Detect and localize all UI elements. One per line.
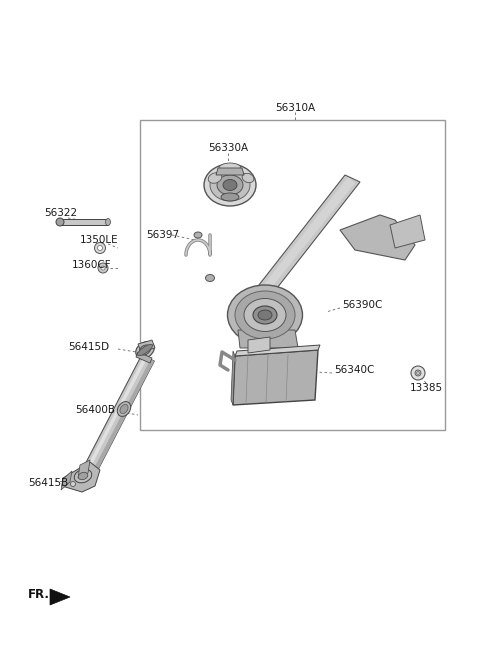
Polygon shape — [390, 215, 425, 248]
Ellipse shape — [217, 175, 243, 195]
Text: 56415B: 56415B — [28, 478, 68, 488]
Ellipse shape — [219, 163, 241, 173]
Ellipse shape — [228, 285, 302, 345]
Text: 56330A: 56330A — [208, 143, 248, 153]
Polygon shape — [62, 462, 100, 492]
Polygon shape — [50, 589, 70, 605]
Ellipse shape — [210, 169, 250, 201]
Polygon shape — [260, 290, 300, 325]
Polygon shape — [255, 290, 285, 330]
Ellipse shape — [106, 219, 110, 225]
Polygon shape — [233, 350, 318, 405]
Text: 56415D: 56415D — [68, 342, 109, 352]
Text: 56340C: 56340C — [334, 365, 374, 375]
Ellipse shape — [117, 401, 131, 417]
Ellipse shape — [136, 342, 154, 359]
Ellipse shape — [253, 306, 277, 324]
Bar — [140, 120, 445, 430]
Polygon shape — [231, 351, 235, 405]
Text: 56400B: 56400B — [75, 405, 115, 415]
Ellipse shape — [204, 164, 256, 206]
Ellipse shape — [78, 472, 88, 480]
Ellipse shape — [411, 366, 425, 380]
Ellipse shape — [95, 242, 106, 254]
Ellipse shape — [208, 173, 222, 183]
Ellipse shape — [194, 232, 202, 238]
Polygon shape — [262, 177, 355, 292]
Ellipse shape — [97, 246, 103, 250]
Ellipse shape — [71, 482, 75, 486]
Polygon shape — [60, 219, 108, 225]
Ellipse shape — [417, 372, 419, 374]
Polygon shape — [138, 340, 155, 352]
Ellipse shape — [120, 405, 128, 413]
Polygon shape — [238, 330, 298, 348]
Ellipse shape — [235, 291, 295, 339]
Polygon shape — [136, 352, 152, 363]
Ellipse shape — [242, 173, 254, 183]
Text: 56322: 56322 — [44, 208, 77, 218]
Ellipse shape — [221, 193, 239, 201]
Ellipse shape — [101, 266, 105, 270]
Polygon shape — [248, 337, 270, 353]
Polygon shape — [93, 359, 154, 473]
Ellipse shape — [244, 298, 286, 332]
Ellipse shape — [98, 263, 108, 273]
Ellipse shape — [258, 310, 272, 320]
Ellipse shape — [56, 218, 64, 226]
Polygon shape — [61, 471, 72, 490]
Polygon shape — [84, 355, 154, 473]
Ellipse shape — [140, 345, 151, 355]
Polygon shape — [216, 168, 244, 175]
Ellipse shape — [415, 370, 421, 376]
Polygon shape — [235, 345, 320, 356]
Text: 56310A: 56310A — [275, 103, 315, 113]
Ellipse shape — [137, 344, 153, 355]
Text: 56390C: 56390C — [342, 300, 383, 310]
Ellipse shape — [205, 275, 215, 281]
Text: 13385: 13385 — [409, 383, 443, 393]
Polygon shape — [340, 215, 415, 260]
Text: FR.: FR. — [28, 589, 50, 602]
Polygon shape — [78, 460, 90, 478]
Ellipse shape — [74, 469, 92, 483]
Ellipse shape — [223, 179, 237, 191]
Text: 56397: 56397 — [146, 230, 180, 240]
Polygon shape — [255, 175, 360, 297]
Polygon shape — [86, 356, 147, 470]
Text: 1350LE: 1350LE — [80, 235, 119, 245]
Text: 1360CF: 1360CF — [72, 260, 112, 270]
